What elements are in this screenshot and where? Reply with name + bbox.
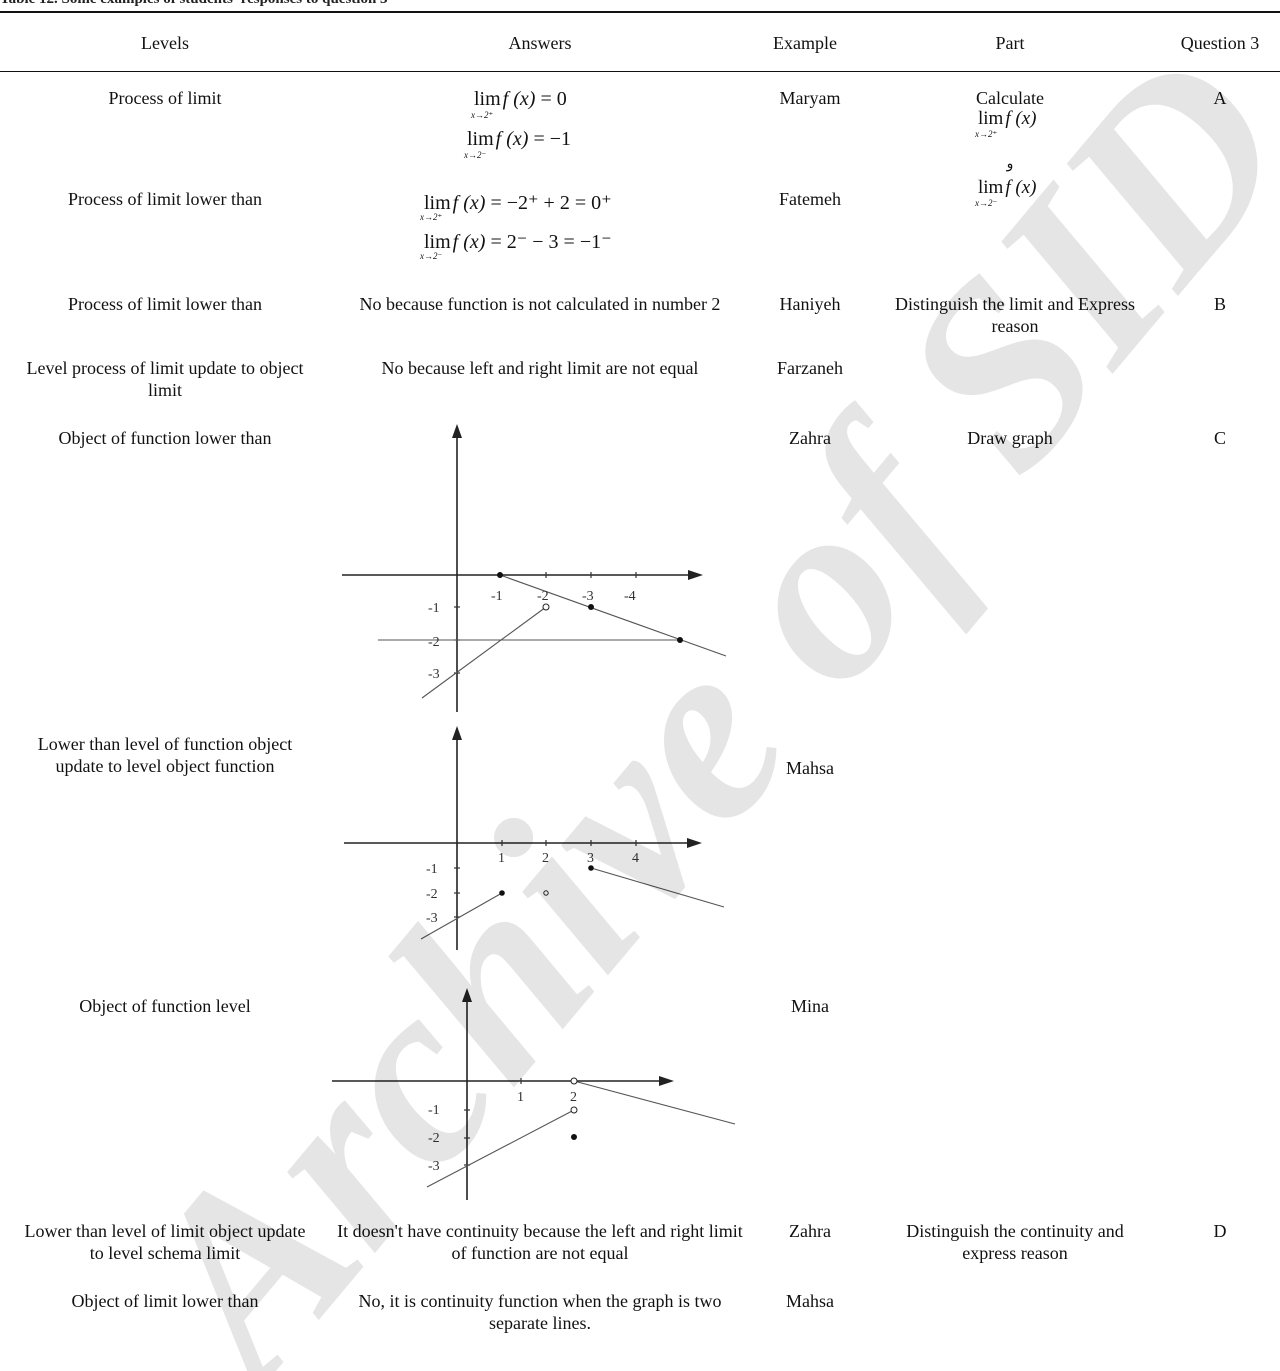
part-label: Distinguish the continuity and express r… (906, 1221, 1124, 1263)
example-name: Mahsa (786, 1291, 834, 1311)
header-answers: Answers (508, 33, 572, 53)
tick-label: -3 (428, 667, 440, 682)
level-cell: Lower than level of function object upda… (37, 734, 293, 776)
graph-line (421, 606, 547, 699)
y-axis-arrow (452, 726, 462, 740)
level-cell: Process of limit lower than (68, 294, 262, 314)
open-point (570, 1077, 578, 1085)
level-cell: Object of function lower than (58, 428, 272, 448)
open-point (570, 1106, 578, 1114)
y-axis-arrow (452, 424, 462, 438)
tick-label: -2 (537, 589, 549, 604)
tick-label: -3 (426, 911, 438, 926)
tick-label: -2 (428, 1131, 440, 1146)
x-axis-arrow (659, 1076, 674, 1086)
example-name: Maryam (779, 88, 841, 108)
table-caption: Table 12. Some examples of students' res… (0, 0, 388, 8)
level-cell: Process of limit lower than (68, 189, 262, 209)
question-label: C (1213, 428, 1226, 448)
header-example: Example (773, 33, 837, 53)
graph-line (499, 574, 727, 657)
example-name: Mahsa (786, 758, 834, 778)
header-part: Part (995, 33, 1025, 53)
question-label: B (1213, 294, 1226, 314)
part-connector: و (1006, 157, 1014, 172)
tick-label: -3 (428, 1159, 440, 1174)
math-expression: lim f (x) x→2⁺ (975, 108, 1037, 139)
tick-label: 2 (570, 1090, 577, 1105)
x-axis-arrow (687, 838, 702, 848)
example-name: Farzaneh (777, 358, 843, 378)
part-label: Distinguish the limit and Express reason (895, 294, 1135, 336)
graph-line (573, 1080, 736, 1125)
filled-point (677, 637, 683, 643)
part-label: Draw graph (967, 428, 1053, 448)
tick-label: 4 (632, 851, 639, 866)
filled-point (571, 1134, 577, 1140)
tick-label: 3 (587, 851, 594, 866)
part-label: Calculate (976, 88, 1044, 108)
header-question: Question 3 (1180, 33, 1260, 53)
tick-label: -2 (426, 887, 438, 902)
tick-label: -1 (426, 862, 438, 877)
tick-label: 1 (517, 1090, 524, 1105)
filled-point (588, 604, 594, 610)
answer-cell: No, it is continuity function when the g… (358, 1291, 722, 1333)
math-expression: lim f (x) = 0 x→2⁺ (471, 88, 567, 120)
tick-label: -3 (582, 589, 594, 604)
tick-label: -1 (428, 1103, 440, 1118)
tick-label: -1 (491, 589, 503, 604)
tick-label: -2 (428, 635, 440, 650)
graph-line (420, 892, 503, 940)
level-cell: Process of limit (108, 88, 222, 108)
x-axis-arrow (688, 570, 703, 580)
graph-line (590, 867, 725, 908)
top-rule (0, 11, 1280, 13)
header-rule (0, 71, 1280, 72)
open-point (543, 890, 549, 896)
example-name: Mina (791, 996, 829, 1016)
tick-label: -1 (428, 601, 440, 616)
tick-label: -4 (624, 589, 636, 604)
level-cell: Object of function level (79, 996, 251, 1016)
filled-point (588, 865, 594, 871)
question-label: D (1213, 1221, 1227, 1241)
math-expression: lim f (x) = −2⁺ + 2 = 0⁺ x→2⁺ (420, 192, 612, 222)
math-expression: lim f (x) = −1 x→2⁻ (464, 128, 571, 160)
answer-cell: No because function is not calculated in… (359, 294, 721, 314)
tick-label: 1 (498, 851, 505, 866)
example-name: Fatemeh (779, 189, 841, 209)
filled-point (497, 572, 503, 578)
graph-line (426, 1109, 575, 1188)
tick-label: 2 (542, 851, 549, 866)
example-name: Haniyeh (779, 294, 841, 314)
example-name: Zahra (789, 1221, 831, 1241)
example-name: Zahra (789, 428, 831, 448)
y-axis-arrow (462, 988, 472, 1002)
level-cell: Lower than level of limit object update … (24, 1221, 306, 1263)
header-levels: Levels (141, 33, 189, 53)
level-cell: Object of limit lower than (71, 1291, 259, 1311)
math-expression: lim f (x) = 2⁻ − 3 = −1⁻ x→2⁻ (420, 231, 612, 261)
level-cell: Level process of limit update to object … (26, 358, 304, 400)
answer-cell: No because left and right limit are not … (381, 358, 699, 378)
question-label: A (1213, 88, 1227, 108)
answer-cell: It doesn't have continuity because the l… (337, 1221, 743, 1263)
math-expression: lim f (x) x→2⁻ (975, 177, 1037, 208)
open-point (542, 603, 550, 611)
filled-point (499, 890, 505, 896)
